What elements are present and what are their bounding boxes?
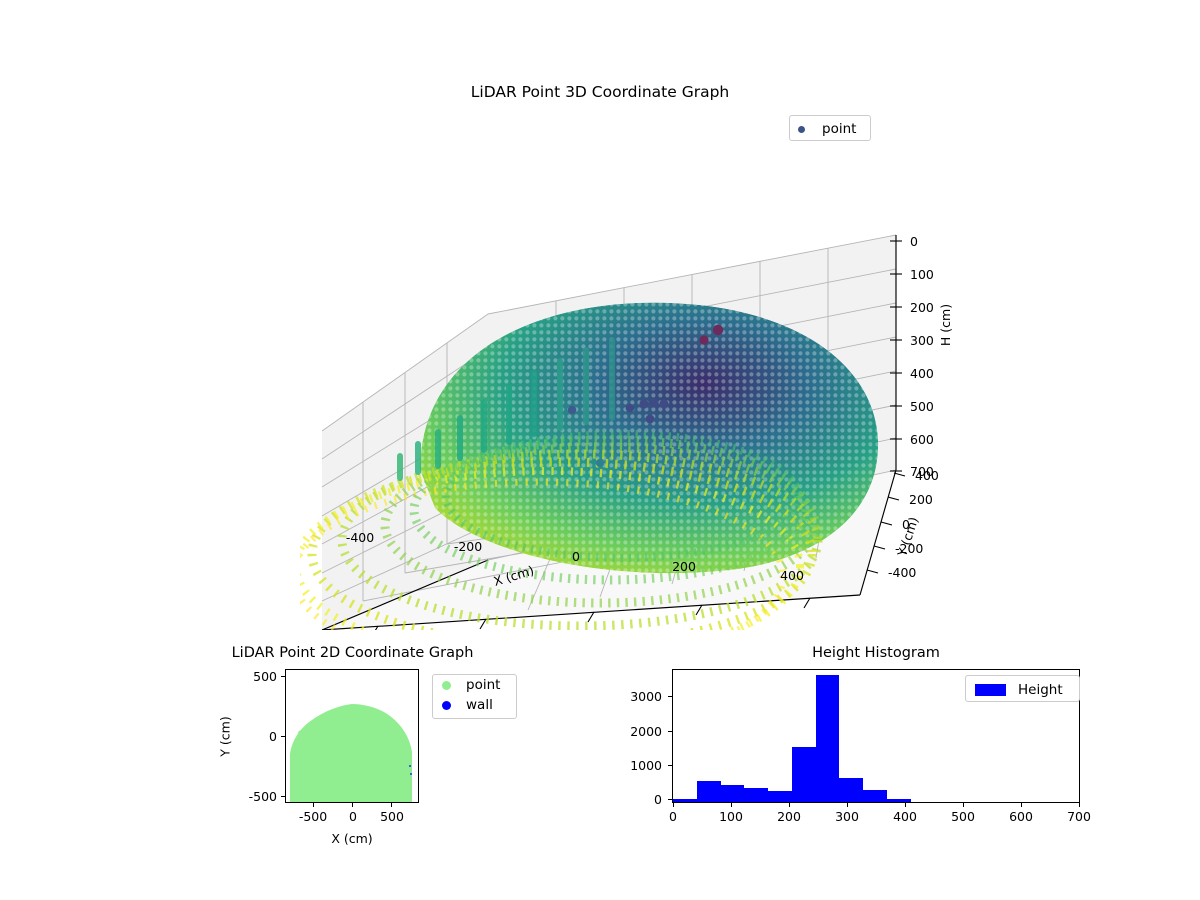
plot3d-ztick-3: 300 xyxy=(910,333,934,348)
plot3d-ytick-4: 400 xyxy=(915,468,939,483)
plot3d-ytick-2: 0 xyxy=(902,517,910,532)
plot3d-legend[interactable]: point xyxy=(789,115,871,141)
hist-ytick-label-2000: 2000 xyxy=(630,724,662,739)
histogram-bar xyxy=(673,798,697,802)
histogram-title: Height Histogram xyxy=(812,645,940,661)
height-patch-icon xyxy=(975,683,1006,696)
histogram-bar xyxy=(887,799,911,802)
hist-xtick-label: 500 xyxy=(951,809,975,824)
plot2d-point-region xyxy=(290,704,412,802)
point-marker-icon xyxy=(798,125,805,133)
histogram-legend[interactable]: Height xyxy=(965,675,1080,702)
plot2d-ytick-mark-neg500 xyxy=(281,796,285,797)
plot2d-xtick-label-0: 0 xyxy=(349,809,357,824)
plot3d-xtick-0: -400 xyxy=(346,530,374,545)
plot3d-tickmarks xyxy=(374,240,906,630)
legend-label-wall: wall xyxy=(466,697,493,713)
histogram-bar xyxy=(815,675,840,802)
hist-xtick-label: 600 xyxy=(1009,809,1033,824)
plot3d-ztick-1: 100 xyxy=(910,267,934,282)
hist-xtick-mark xyxy=(1079,803,1080,807)
plot3d-xtick-2: 0 xyxy=(572,549,580,564)
plot3d-xtick-1: -200 xyxy=(454,539,482,554)
plot3d-xtick-4: 400 xyxy=(780,568,804,583)
plot3d-zticklabels: 0 100 200 300 400 500 600 700 xyxy=(910,234,934,479)
hist-xtick-mark xyxy=(1021,803,1022,807)
plot2d-xtick-label-neg500: -500 xyxy=(298,809,328,824)
hist-xtick-label: 700 xyxy=(1067,809,1091,824)
plot2d-ytick-mark-500 xyxy=(281,676,285,677)
hist-xtick-label: 100 xyxy=(719,809,743,824)
hist-ytick-mark-2000 xyxy=(668,731,672,732)
plot3d-floor-rings xyxy=(300,430,823,630)
hist-xtick-label: 200 xyxy=(777,809,801,824)
hist-ytick-mark-3000 xyxy=(668,696,672,697)
plot3d-xtick-3: 200 xyxy=(672,559,696,574)
plot3d-ztick-5: 500 xyxy=(910,399,934,414)
plot2d-axes[interactable] xyxy=(285,669,419,803)
plot3d-ytick-1: -200 xyxy=(895,541,923,556)
histogram-bar xyxy=(791,747,816,802)
hist-ytick-mark-0 xyxy=(668,799,672,800)
hist-xtick-label: 0 xyxy=(669,809,677,824)
legend-label-height: Height xyxy=(1018,681,1063,698)
legend-item-point: point xyxy=(790,116,870,142)
plot3d-ztick-6: 600 xyxy=(910,432,934,447)
plot3d-title: LiDAR Point 3D Coordinate Graph xyxy=(470,83,730,101)
plot3d-left-streaks xyxy=(397,337,615,481)
plot3d-ztick-2: 200 xyxy=(910,300,934,315)
histogram-bar xyxy=(720,784,745,802)
plot2d-yaxis-label: Y (cm) xyxy=(217,716,233,757)
plot2d-xaxis-label: X (cm) xyxy=(331,831,373,846)
hist-xtick-mark xyxy=(673,803,674,807)
plot3d-yticklabels: -400 -200 0 200 400 xyxy=(888,468,939,580)
legend-label-point: point xyxy=(466,677,501,693)
plot3d-ytick-3: 200 xyxy=(909,492,933,507)
hist-ytick-label-1000: 1000 xyxy=(630,758,662,773)
hist-xtick-mark xyxy=(847,803,848,807)
plot3d-zaxis-label: H (cm) xyxy=(938,304,953,346)
plot2d-legend[interactable]: point wall xyxy=(432,674,517,719)
hist-xtick-label: 400 xyxy=(893,809,917,824)
hist-ytick-label-0: 0 xyxy=(654,792,662,807)
plot2d-wall-points xyxy=(409,765,412,775)
histogram-bars xyxy=(673,670,1079,802)
plot2d-ytick-label-neg500: -500 xyxy=(248,789,277,804)
hist-ytick-mark-1000 xyxy=(668,765,672,766)
histogram-bar xyxy=(768,790,792,802)
plot3d-xticklabels: -400 -200 0 200 400 xyxy=(346,530,804,583)
wall-marker-icon xyxy=(442,700,451,710)
hist-xtick-mark xyxy=(905,803,906,807)
legend-item-height: Height xyxy=(966,676,1079,703)
histogram-bar xyxy=(863,790,887,802)
plot3d-ytick-0: -400 xyxy=(888,565,916,580)
legend-item-wall: wall xyxy=(433,695,516,715)
hist-xtick-mark xyxy=(789,803,790,807)
plot2d-xtick-mark-neg500 xyxy=(313,803,314,807)
plot3d-ztick-7: 700 xyxy=(910,464,934,479)
plot3d-wall-outliers xyxy=(567,324,724,468)
plot2d-xtick-label-500: 500 xyxy=(380,809,404,824)
plot3d-axes[interactable]: -400 -200 0 200 400 -400 -200 0 200 400 … xyxy=(300,140,960,630)
hist-xtick-mark xyxy=(963,803,964,807)
legend-item-point: point xyxy=(433,675,516,695)
histogram-bar xyxy=(696,781,721,802)
plot2d-ytick-label-500: 500 xyxy=(253,669,277,684)
hist-ytick-label-3000: 3000 xyxy=(630,689,662,704)
hist-xtick-label: 300 xyxy=(835,809,859,824)
histogram-bar xyxy=(744,788,769,802)
legend-label-point: point xyxy=(822,121,857,137)
plot3d-ztick-4: 400 xyxy=(910,366,934,381)
hist-xtick-mark xyxy=(731,803,732,807)
plot2d-title: LiDAR Point 2D Coordinate Graph xyxy=(231,645,474,661)
plot2d-xtick-mark-500 xyxy=(391,803,392,807)
plot2d-ytick-mark-0 xyxy=(281,736,285,737)
point-marker-icon xyxy=(442,680,451,690)
histogram-bar xyxy=(839,777,864,802)
plot3d-ztick-0: 0 xyxy=(910,234,918,249)
plot2d-xtick-mark-0 xyxy=(352,803,353,807)
plot2d-ytick-label-0: 0 xyxy=(269,729,277,744)
